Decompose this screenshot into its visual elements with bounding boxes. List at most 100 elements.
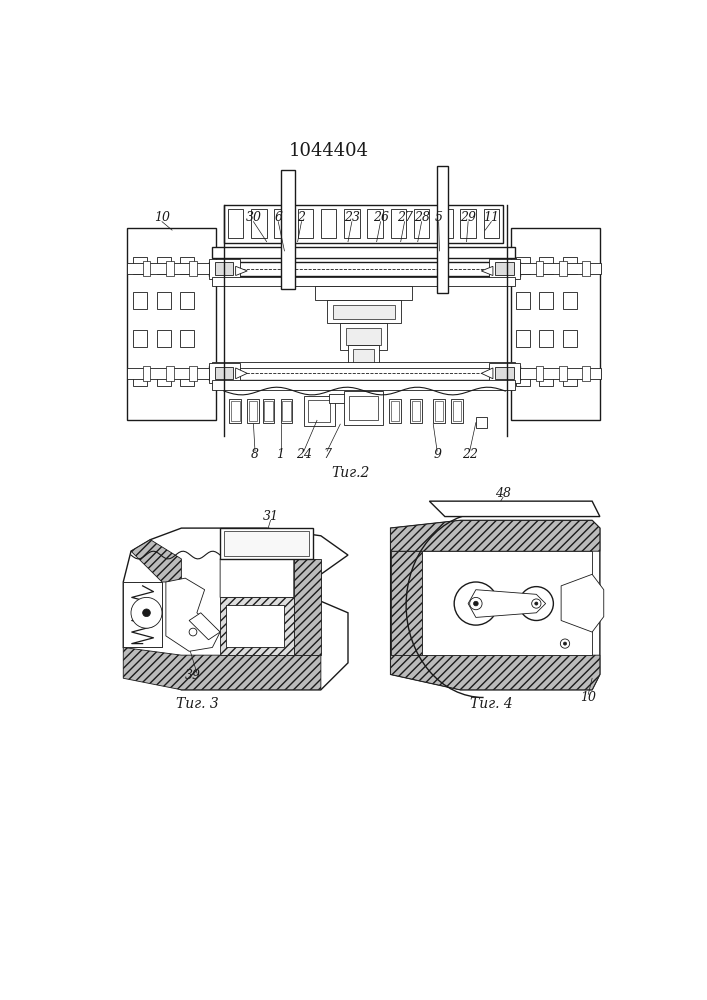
Text: 23: 23 [344,211,360,224]
Bar [368,209,383,238]
Bar [281,399,292,423]
Bar [484,209,499,238]
Text: 28: 28 [414,211,430,224]
Bar [212,362,515,368]
Bar [539,369,554,386]
Text: 22: 22 [462,448,478,461]
Polygon shape [123,582,162,647]
Bar [535,366,543,381]
Circle shape [534,602,538,605]
Bar [180,257,194,274]
Bar [321,209,337,238]
Bar [127,368,209,379]
Bar [143,261,151,276]
Polygon shape [131,540,182,582]
Bar [298,209,313,238]
Bar [476,417,486,428]
Bar [308,400,330,422]
Bar [189,366,197,381]
Text: 27: 27 [397,211,413,224]
Bar [535,261,543,276]
Circle shape [519,587,554,620]
Bar [209,366,520,380]
Text: Τиг.2: Τиг.2 [331,466,370,480]
Text: Τиг. 4: Τиг. 4 [470,697,513,711]
Polygon shape [468,590,546,617]
Bar [421,551,592,655]
Bar [495,262,514,275]
Bar [559,261,566,276]
Bar [346,328,381,345]
Bar [489,259,520,279]
Bar [166,261,174,276]
Bar [212,277,515,286]
Bar [156,257,170,274]
Bar [189,261,197,276]
Text: 8: 8 [251,448,259,461]
Circle shape [469,597,482,610]
Polygon shape [391,520,600,690]
Bar [134,292,147,309]
Circle shape [131,597,162,628]
Bar [134,330,147,347]
Bar [166,366,174,381]
Bar [209,259,240,279]
Bar [410,399,421,423]
Polygon shape [235,266,247,276]
Polygon shape [220,597,293,655]
Bar [127,228,216,420]
Text: 24: 24 [296,448,312,461]
Bar [224,205,503,243]
Bar [340,323,387,350]
Bar [563,257,577,274]
Bar [209,262,520,276]
Bar [414,209,429,238]
Bar [212,380,515,389]
Bar [495,367,514,379]
Bar [329,394,352,403]
Polygon shape [235,368,247,379]
Bar [282,401,291,421]
Text: 48: 48 [495,487,511,500]
Bar [264,401,273,421]
Bar [435,401,443,421]
Bar [582,366,590,381]
Text: 5: 5 [435,211,443,224]
Bar [516,330,530,347]
Bar [539,292,554,309]
Polygon shape [391,520,600,551]
Bar [332,305,395,319]
Text: 11: 11 [484,211,499,224]
Bar [123,582,162,647]
Polygon shape [293,559,321,655]
Bar [281,170,295,289]
Bar [433,399,445,423]
Text: 26: 26 [373,211,389,224]
Circle shape [474,601,478,606]
Bar [344,209,360,238]
Bar [563,292,577,309]
Bar [209,363,240,383]
Bar [348,345,379,368]
Polygon shape [166,578,220,651]
Bar [180,369,194,386]
Bar [582,261,590,276]
Bar [559,366,566,381]
Polygon shape [123,528,348,690]
Bar [230,399,241,423]
Text: 1044404: 1044404 [288,142,368,160]
Text: 10: 10 [580,691,596,704]
Circle shape [563,642,566,645]
Bar [215,367,233,379]
Bar [224,531,309,556]
Bar [251,209,267,238]
Bar [520,263,602,274]
Bar [349,396,378,420]
Bar [411,401,420,421]
Polygon shape [481,368,493,379]
Bar [156,369,170,386]
Polygon shape [123,647,321,690]
Bar [353,349,374,363]
Bar [563,330,577,347]
Bar [249,401,257,421]
